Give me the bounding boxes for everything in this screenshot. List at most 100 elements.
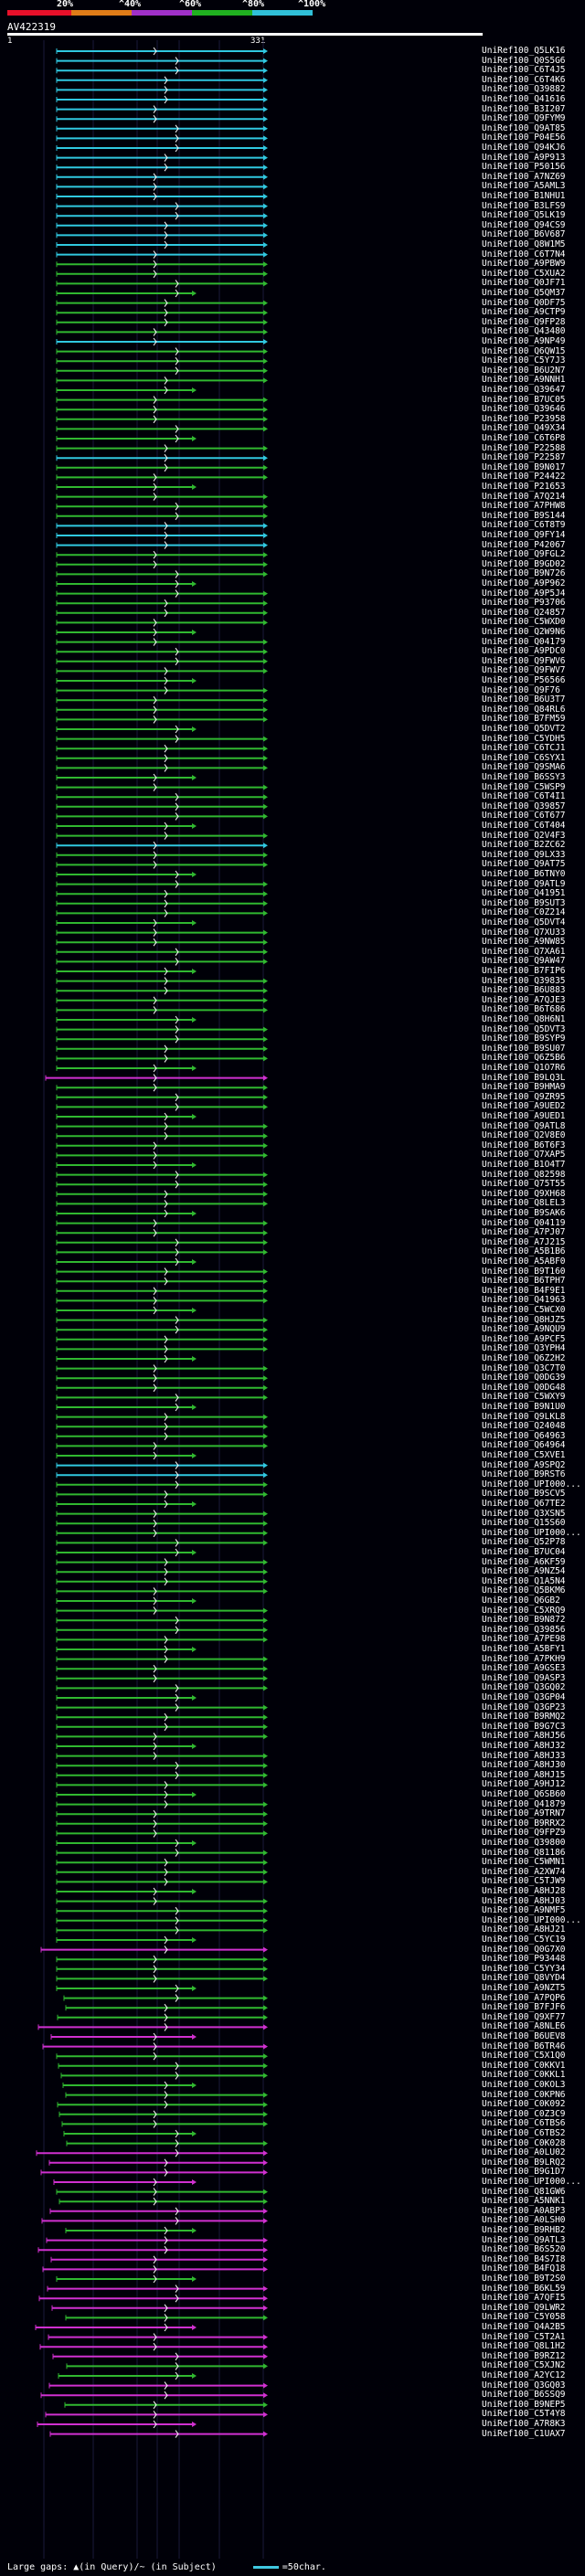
hit-label[interactable]: UniRef100_A6KF59 <box>482 1556 566 1567</box>
hit-label[interactable]: UniRef100_A7PHW8 <box>482 501 566 512</box>
hit-label[interactable]: UniRef100_Q8L1H2 <box>482 2341 566 2352</box>
hit-label[interactable]: UniRef100_A7J215 <box>482 1236 566 1247</box>
hit-label[interactable]: UniRef100_A8HJ56 <box>482 1731 566 1742</box>
hit-label[interactable]: UniRef100_B6V687 <box>482 229 566 240</box>
hit-label[interactable]: UniRef100_A8HJ21 <box>482 1924 566 1935</box>
hit-label[interactable]: UniRef100_A9NW85 <box>482 937 566 948</box>
hit-label[interactable]: UniRef100_A7PE98 <box>482 1634 566 1645</box>
hit-label[interactable]: UniRef100_C6T404 <box>482 821 566 831</box>
hit-label[interactable]: UniRef100_UPI000... <box>482 1914 581 1925</box>
hit-label[interactable]: UniRef100_B9SYP9 <box>482 1034 566 1044</box>
hit-label[interactable]: UniRef100_B9LQ3L <box>482 1072 566 1083</box>
hit-label[interactable]: UniRef100_A9P913 <box>482 152 566 163</box>
hit-label[interactable]: UniRef100_B2ZC62 <box>482 840 566 851</box>
hit-label[interactable]: UniRef100_C0Z3C9 <box>482 2108 566 2119</box>
hit-label[interactable]: UniRef100_B6TR46 <box>482 2041 566 2051</box>
hit-label[interactable]: UniRef100_Q3GQ02 <box>482 1682 566 1693</box>
hit-label[interactable]: UniRef100_C6T8T9 <box>482 520 566 531</box>
hit-label[interactable]: UniRef100_Q64964 <box>482 1440 566 1451</box>
hit-label[interactable]: UniRef100_C1UAX7 <box>482 2428 566 2439</box>
hit-label[interactable]: UniRef100_C5YY34 <box>482 1963 566 1974</box>
hit-label[interactable]: UniRef100_A9NMF5 <box>482 1905 566 1916</box>
hit-label[interactable]: UniRef100_B6U3T7 <box>482 694 566 705</box>
hit-label[interactable]: UniRef100_A5ABF0 <box>482 1256 566 1267</box>
hit-label[interactable]: UniRef100_Q41616 <box>482 94 566 104</box>
hit-label[interactable]: UniRef100_Q8LEL3 <box>482 1198 566 1209</box>
hit-label[interactable]: UniRef100_C5XUA2 <box>482 268 566 279</box>
hit-label[interactable]: UniRef100_A7NZ69 <box>482 171 566 182</box>
hit-label[interactable]: UniRef100_Q04179 <box>482 636 566 647</box>
hit-label[interactable]: UniRef100_B1NHU1 <box>482 191 566 201</box>
hit-label[interactable]: UniRef100_B9N726 <box>482 568 566 579</box>
hit-label[interactable]: UniRef100_Q82598 <box>482 1169 566 1180</box>
hit-label[interactable]: UniRef100_C5Y7J3 <box>482 355 566 366</box>
hit-label[interactable]: UniRef100_B6U2N7 <box>482 365 566 376</box>
hit-label[interactable]: UniRef100_A9TRN7 <box>482 1808 566 1819</box>
hit-label[interactable]: UniRef100_B6T686 <box>482 1004 566 1015</box>
hit-label[interactable]: UniRef100_P93706 <box>482 598 566 609</box>
hit-label[interactable]: UniRef100_B6S520 <box>482 2244 566 2255</box>
hit-label[interactable]: UniRef100_B3LFS9 <box>482 200 566 211</box>
hit-label[interactable]: UniRef100_Q7XU33 <box>482 927 566 938</box>
hit-label[interactable]: UniRef100_Q4A2B5 <box>482 2322 566 2332</box>
hit-label[interactable]: UniRef100_Q9LX33 <box>482 849 566 860</box>
hit-label[interactable]: UniRef100_Q2V4F3 <box>482 830 566 841</box>
hit-label[interactable]: UniRef100_B9LRQ2 <box>482 2157 566 2168</box>
hit-label[interactable]: UniRef100_Q3YPH4 <box>482 1343 566 1354</box>
hit-label[interactable]: UniRef100_Q9SMA6 <box>482 762 566 773</box>
hit-label[interactable]: UniRef100_Q0DG39 <box>482 1373 566 1383</box>
hit-label[interactable]: UniRef100_B6U883 <box>482 985 566 996</box>
hit-label[interactable]: UniRef100_Q5BKM6 <box>482 1585 566 1596</box>
hit-label[interactable]: UniRef100_B9NEP5 <box>482 2399 566 2410</box>
hit-label[interactable]: UniRef100_Q6SB60 <box>482 1789 566 1799</box>
hit-label[interactable]: UniRef100_A5B1B6 <box>482 1246 566 1257</box>
hit-label[interactable]: UniRef100_Q8H6N1 <box>482 1014 566 1024</box>
hit-label[interactable]: UniRef100_B9SU07 <box>482 1043 566 1054</box>
hit-label[interactable]: UniRef100_B9T2S0 <box>482 2274 566 2284</box>
hit-label[interactable]: UniRef100_C0KOL3 <box>482 2080 566 2090</box>
hit-label[interactable]: UniRef100_B6SSQ9 <box>482 2390 566 2401</box>
hit-label[interactable]: UniRef100_C5XRQ9 <box>482 1605 566 1616</box>
hit-label[interactable]: UniRef100_Q24048 <box>482 1421 566 1432</box>
hit-label[interactable]: UniRef100_Q5DVT3 <box>482 1023 566 1034</box>
hit-label[interactable]: UniRef100_A9GSE3 <box>482 1663 566 1674</box>
hit-label[interactable]: UniRef100_Q24857 <box>482 607 566 618</box>
hit-label[interactable]: UniRef100_B6TPH7 <box>482 1276 566 1287</box>
hit-label[interactable]: UniRef100_Q39856 <box>482 1624 566 1635</box>
hit-label[interactable]: UniRef100_A0ABP3 <box>482 2205 566 2216</box>
hit-label[interactable]: UniRef100_C5Y058 <box>482 2312 566 2323</box>
hit-label[interactable]: UniRef100_B9RZ12 <box>482 2350 566 2361</box>
hit-label[interactable]: UniRef100_B7FM59 <box>482 714 566 725</box>
hit-label[interactable]: UniRef100_C6T677 <box>482 811 566 822</box>
hit-label[interactable]: UniRef100_Q39646 <box>482 404 566 415</box>
hit-label[interactable]: UniRef100_B9SUT3 <box>482 897 566 908</box>
hit-label[interactable]: UniRef100_A7QJE3 <box>482 994 566 1005</box>
hit-label[interactable]: UniRef100_A8HJ15 <box>482 1769 566 1780</box>
hit-label[interactable]: UniRef100_Q9XH68 <box>482 1188 566 1199</box>
hit-label[interactable]: UniRef100_C0K028 <box>482 2137 566 2148</box>
hit-label[interactable]: UniRef100_P04E56 <box>482 133 566 143</box>
hit-label[interactable]: UniRef100_C5XVE1 <box>482 1450 566 1460</box>
hit-label[interactable]: UniRef100_P56566 <box>482 675 566 685</box>
hit-label[interactable]: UniRef100_Q9ATL8 <box>482 1120 566 1131</box>
hit-label[interactable]: UniRef100_B9N017 <box>482 461 566 472</box>
hit-label[interactable]: UniRef100_A5AML3 <box>482 181 566 192</box>
hit-label[interactable]: UniRef100_C6T4I1 <box>482 791 566 802</box>
hit-label[interactable]: UniRef100_Q3GQ03 <box>482 2380 566 2390</box>
hit-label[interactable]: UniRef100_B6SSY3 <box>482 772 566 782</box>
hit-label[interactable]: UniRef100_A8HJ30 <box>482 1760 566 1771</box>
hit-label[interactable]: UniRef100_P22588 <box>482 442 566 453</box>
hit-label[interactable]: UniRef100_A7PJ07 <box>482 1227 566 1238</box>
hit-label[interactable]: UniRef100_Q5DVT2 <box>482 724 566 734</box>
hit-label[interactable]: UniRef100_B9SAK6 <box>482 1208 566 1218</box>
hit-label[interactable]: UniRef100_Q9ZR95 <box>482 1091 566 1102</box>
hit-label[interactable]: UniRef100_C6TCJ1 <box>482 743 566 754</box>
hit-label[interactable]: UniRef100_A7PQP6 <box>482 1992 566 2003</box>
hit-label[interactable]: UniRef100_Q3GP23 <box>482 1701 566 1712</box>
hit-label[interactable]: UniRef100_Q1O7R6 <box>482 1063 566 1073</box>
hit-label[interactable]: UniRef100_Q67TE2 <box>482 1499 566 1509</box>
hit-label[interactable]: UniRef100_A9P962 <box>482 578 566 588</box>
hit-label[interactable]: UniRef100_Q9FY14 <box>482 530 566 540</box>
hit-label[interactable]: UniRef100_B6T6F3 <box>482 1140 566 1150</box>
hit-label[interactable]: UniRef100_Q6Z2H2 <box>482 1353 566 1363</box>
